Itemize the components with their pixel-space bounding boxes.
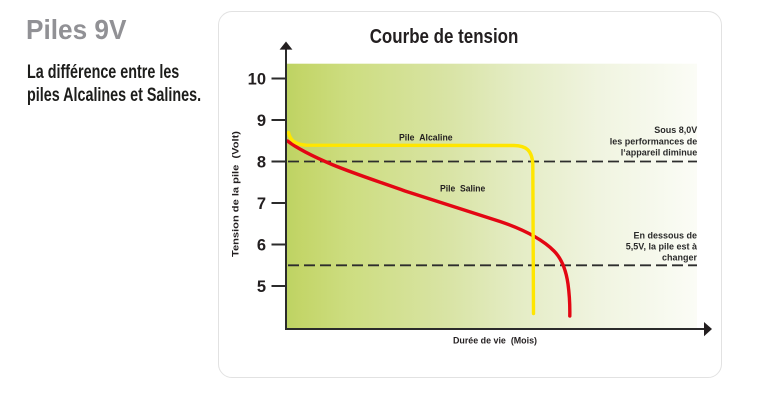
svg-text:6: 6 xyxy=(257,236,266,254)
svg-text:Pile Alcaline: Pile Alcaline xyxy=(399,133,453,143)
svg-text:En dessous de: En dessous de xyxy=(633,230,697,240)
svg-text:5,5V, la pile est à: 5,5V, la pile est à xyxy=(626,242,698,252)
svg-text:7: 7 xyxy=(257,195,266,213)
svg-text:Courbe de tension: Courbe de tension xyxy=(370,26,519,48)
svg-text:changer: changer xyxy=(662,253,698,263)
svg-text:les performances de: les performances de xyxy=(610,137,698,147)
svg-text:5: 5 xyxy=(257,278,266,296)
svg-text:Tension de la pile (Volt): Tension de la pile (Volt) xyxy=(231,131,242,257)
svg-text:8: 8 xyxy=(257,153,266,171)
svg-text:Pile Saline: Pile Saline xyxy=(440,184,485,194)
svg-text:Durée de vie (Mois): Durée de vie (Mois) xyxy=(453,336,537,347)
svg-text:10: 10 xyxy=(248,70,266,88)
svg-text:9: 9 xyxy=(257,112,266,130)
svg-text:l‘appareil diminue: l‘appareil diminue xyxy=(621,147,698,157)
svg-text:Sous 8,0V: Sous 8,0V xyxy=(654,125,697,135)
